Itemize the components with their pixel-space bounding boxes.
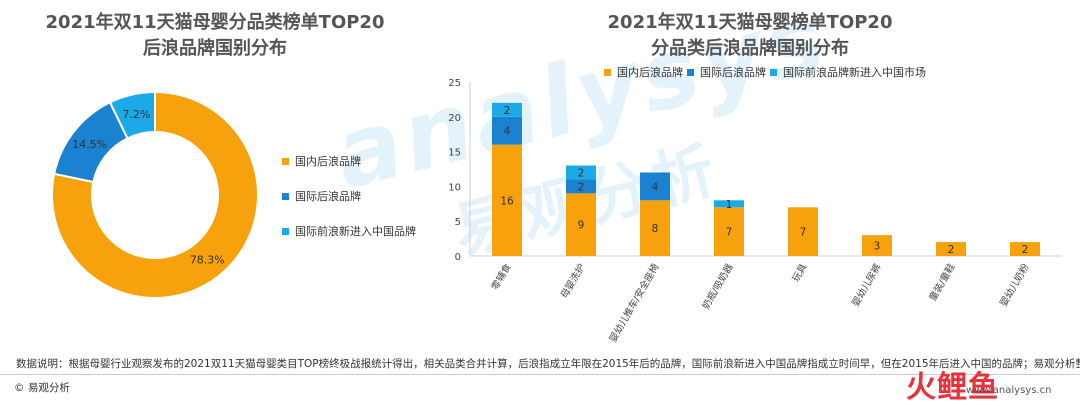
bar-segment	[566, 179, 596, 194]
bar-data-label: 2	[578, 181, 585, 193]
bar-data-label: 8	[652, 223, 659, 235]
data-note: 数据说明：根据母婴行业观察发布的2021双11天猫母婴类目TOP榜终极战报统计得…	[16, 358, 1080, 370]
donut-legend-item-intl: 国际后浪品牌	[282, 188, 361, 204]
bar-segment	[492, 116, 522, 145]
bar-category-label: 奶瓶/吸奶器	[700, 261, 736, 311]
donut-slice	[108, 90, 156, 140]
bar-data-label: 4	[652, 181, 659, 193]
bar-data-label: 9	[578, 220, 585, 232]
website-url: www.analysys.cn	[966, 385, 1052, 396]
bar-segment	[1010, 242, 1040, 256]
bar-segment	[936, 242, 966, 256]
legend-label: 国内后浪品牌	[617, 66, 683, 79]
bar-y-tick-label: 25	[448, 78, 461, 89]
bar-category-label: 婴幼儿尿裤	[849, 261, 883, 309]
brand-logo: 火鲤鱼	[906, 370, 999, 405]
bar-segment	[714, 200, 744, 208]
copyright-text: © 易观分析	[14, 382, 70, 394]
donut-legend-item-intl-new: 国际前浪新进入中国品牌	[282, 223, 416, 239]
bar-data-label: 4	[504, 126, 511, 138]
bar-segment	[640, 172, 670, 201]
donut-slice-label: 78.3%	[190, 253, 225, 266]
bar-legend-item-intl-new: 国际前浪品牌新进入中国市场	[770, 64, 926, 80]
bar-data-label: 2	[578, 167, 585, 179]
bar-chart-title-line1: 2021年双11天猫母婴榜单TOP20	[607, 12, 893, 33]
bar-segment	[492, 144, 522, 256]
bar-category-label: 婴幼儿推车/安全座椅	[607, 261, 662, 344]
bar-data-label: 7	[800, 227, 807, 239]
bar-segment	[640, 200, 670, 256]
donut-chart-title: 2021年双11天猫母婴分品类榜单TOP20 后浪品牌国别分布	[30, 10, 400, 62]
bar-y-tick-label: 0	[455, 252, 461, 263]
bar-category-label: 婴幼儿奶粉	[997, 261, 1031, 309]
bar-segment	[492, 102, 522, 117]
bar-chart-title: 2021年双11天猫母婴榜单TOP20 分品类后浪品牌国别分布	[520, 10, 980, 62]
legend-label: 国际前浪品牌新进入中国市场	[783, 66, 926, 79]
bar-y-tick-label: 5	[455, 217, 461, 228]
bar-legend-item-domestic: 国内后浪品牌	[604, 64, 683, 80]
bar-category-label: 童装/童鞋	[927, 261, 958, 303]
bar-data-label: 2	[948, 244, 955, 256]
bar-data-label: 2	[1022, 244, 1029, 256]
bar-data-label: 3	[874, 241, 881, 253]
bar-data-label: 16	[500, 195, 514, 207]
bar-y-tick-label: 10	[448, 182, 461, 193]
donut-chart-title-line2: 后浪品牌国别分布	[143, 38, 287, 59]
donut-slice-label: 7.2%	[122, 108, 150, 121]
legend-label: 国际后浪品牌	[700, 66, 766, 79]
donut-slice	[51, 90, 259, 299]
legend-label: 国际后浪品牌	[295, 190, 361, 203]
donut-slice-label: 14.5%	[72, 138, 107, 151]
legend-label: 国际前浪新进入中国品牌	[295, 225, 416, 238]
legend-swatch	[282, 157, 289, 165]
bar-category-label: 玩具	[791, 262, 810, 284]
donut-legend-item-domestic: 国内后浪品牌	[282, 153, 361, 169]
bar-data-label: 2	[504, 105, 511, 117]
legend-label: 国内后浪品牌	[295, 155, 361, 168]
bar-segment	[566, 193, 596, 256]
legend-swatch	[282, 192, 289, 200]
footer-divider	[0, 374, 1080, 375]
bar-data-label: 1	[726, 199, 733, 211]
bar-segment	[714, 207, 744, 256]
bar-data-label: 7	[726, 227, 733, 239]
bar-category-label: 母婴洗护	[558, 262, 587, 301]
legend-swatch	[282, 227, 289, 235]
bar-segment	[788, 207, 818, 256]
bar-y-tick-label: 20	[448, 113, 461, 124]
legend-swatch	[687, 68, 694, 76]
bar-segment	[566, 165, 596, 180]
bar-chart-title-line2: 分品类后浪品牌国别分布	[651, 38, 849, 59]
bar-y-tick-label: 15	[448, 148, 461, 159]
legend-swatch	[604, 68, 611, 76]
donut-chart-title-line1: 2021年双11天猫母婴分品类榜单TOP20	[45, 12, 385, 33]
legend-swatch	[770, 68, 777, 76]
bar-category-label: 零辅食	[489, 261, 514, 292]
bar-legend-item-intl: 国际后浪品牌	[687, 64, 766, 80]
bar-segment	[862, 235, 892, 256]
